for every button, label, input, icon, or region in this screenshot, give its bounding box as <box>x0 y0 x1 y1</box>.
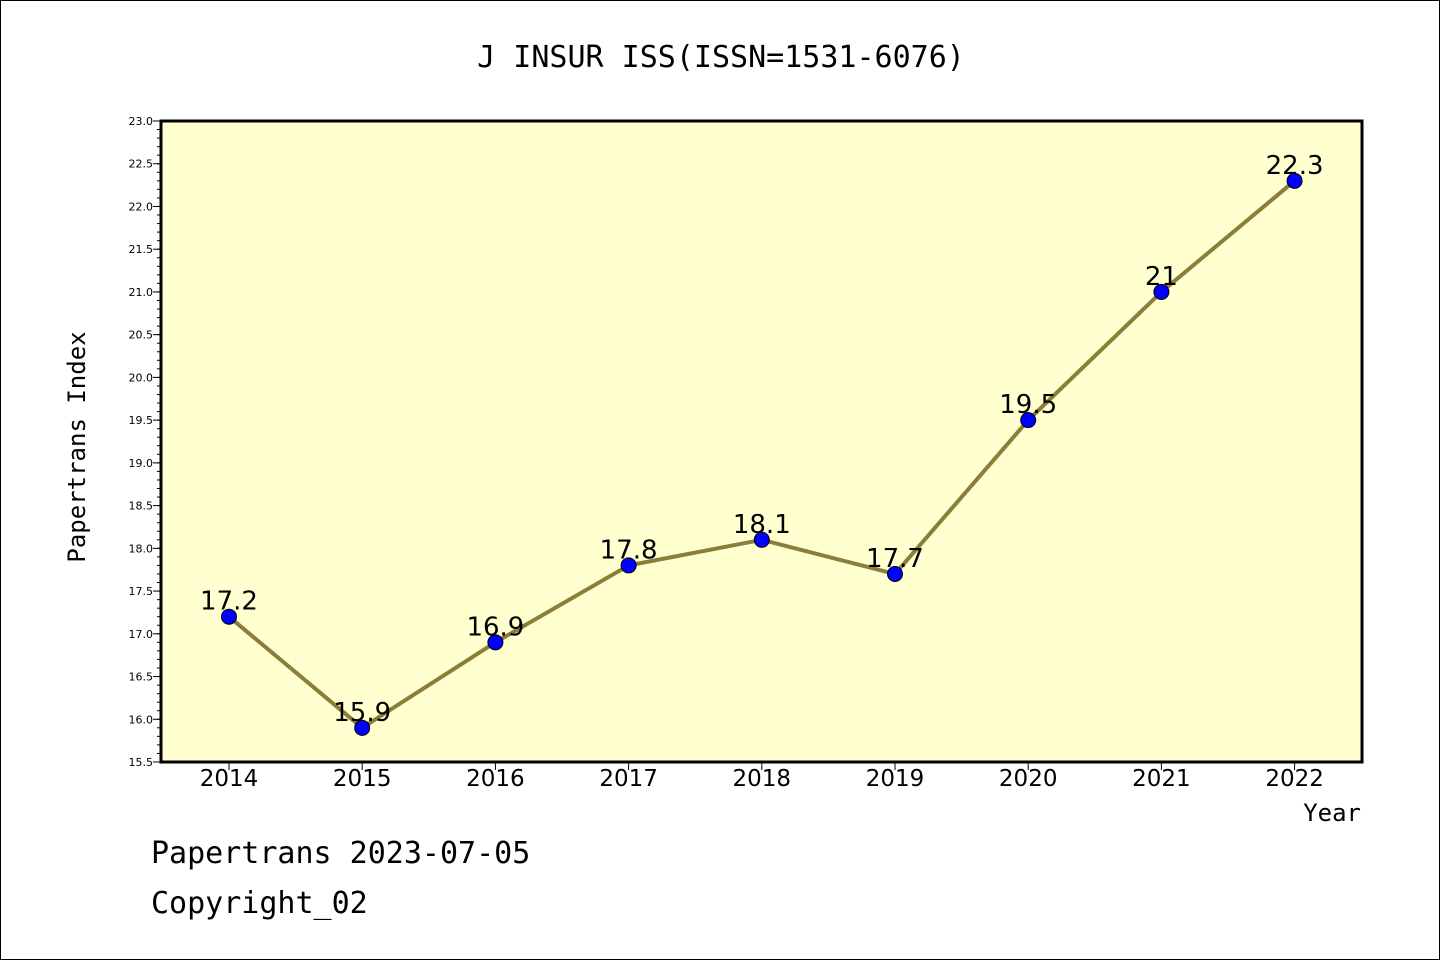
data-point-2014 <box>221 608 237 625</box>
y-tick-label: 18.0 <box>129 542 154 555</box>
x-axis: 2014 2015 2016 2017 2018 2019 2020 2021 2022 <box>200 762 1324 792</box>
y-tick-label: 20.5 <box>129 329 154 342</box>
data-point-2016 <box>487 634 504 651</box>
x-tick-label: 2014 <box>200 766 259 792</box>
y-tick-label: 21.0 <box>129 286 154 299</box>
data-label-2022: 22.3 <box>1266 151 1324 181</box>
y-tick-label: 19.5 <box>129 414 154 427</box>
data-point-2015 <box>354 719 371 736</box>
chart-title: J INSUR ISS(ISSN=1531-6076) <box>477 40 965 75</box>
x-tick-label: 2022 <box>1265 766 1324 792</box>
y-tick-label: 18.5 <box>129 500 154 513</box>
series-line <box>221 172 1303 736</box>
data-point-2021 <box>1153 283 1170 300</box>
data-point-2019 <box>887 565 903 582</box>
data-point-2022 <box>1286 172 1303 189</box>
x-tick-label: 2015 <box>333 766 392 792</box>
footer-date: Papertrans 2023-07-05 <box>151 836 531 871</box>
y-tick-label: 20.0 <box>129 371 154 384</box>
data-label-2021: 21 <box>1145 262 1178 292</box>
x-tick-label: 2016 <box>466 766 525 792</box>
data-labels: 17.2 15.9 16.9 17.8 18.1 17.7 19.5 21 22.3 <box>200 151 1323 728</box>
y-tick-label: 17.0 <box>129 628 154 641</box>
y-tick-label: 16.5 <box>129 671 154 684</box>
x-tick-label: 2018 <box>733 766 792 792</box>
x-tick-label: 2019 <box>866 766 925 792</box>
y-tick-label: 21.5 <box>129 243 154 256</box>
plot-border <box>159 119 1364 764</box>
data-label-2017: 17.8 <box>600 535 658 565</box>
y-tick-label: 19.0 <box>129 457 154 470</box>
data-label-2019: 17.7 <box>866 544 924 574</box>
plot-area <box>161 121 1362 762</box>
footer-copyright: Copyright_02 <box>151 886 368 921</box>
data-label-2018: 18.1 <box>733 510 791 540</box>
data-label-2014: 17.2 <box>200 587 258 617</box>
y-tick-label: 17.5 <box>129 585 154 598</box>
data-point-2017 <box>620 557 637 574</box>
data-label-2016: 16.9 <box>466 612 524 642</box>
y-tick-label: 16.0 <box>129 713 154 726</box>
y-tick-label: 15.5 <box>129 756 154 769</box>
y-axis: 15.5 16.0 16.5 17.0 17.5 18.0 18.5 19.0 19.5 20.0… <box>129 115 161 769</box>
data-label-2015: 15.9 <box>333 698 391 728</box>
y-tick-label: 23.0 <box>129 115 154 128</box>
y-tick-label: 22.0 <box>129 200 154 213</box>
data-point-2020 <box>1020 412 1037 429</box>
x-tick-label: 2017 <box>599 766 658 792</box>
x-tick-label: 2021 <box>1132 766 1191 792</box>
data-point-2018 <box>753 531 770 548</box>
data-label-2020: 19.5 <box>999 390 1057 420</box>
x-axis-title: Year <box>1303 799 1361 827</box>
y-axis-title: Papertrans Index <box>63 331 91 562</box>
y-tick-label: 22.5 <box>129 158 154 171</box>
x-tick-label: 2020 <box>999 766 1058 792</box>
